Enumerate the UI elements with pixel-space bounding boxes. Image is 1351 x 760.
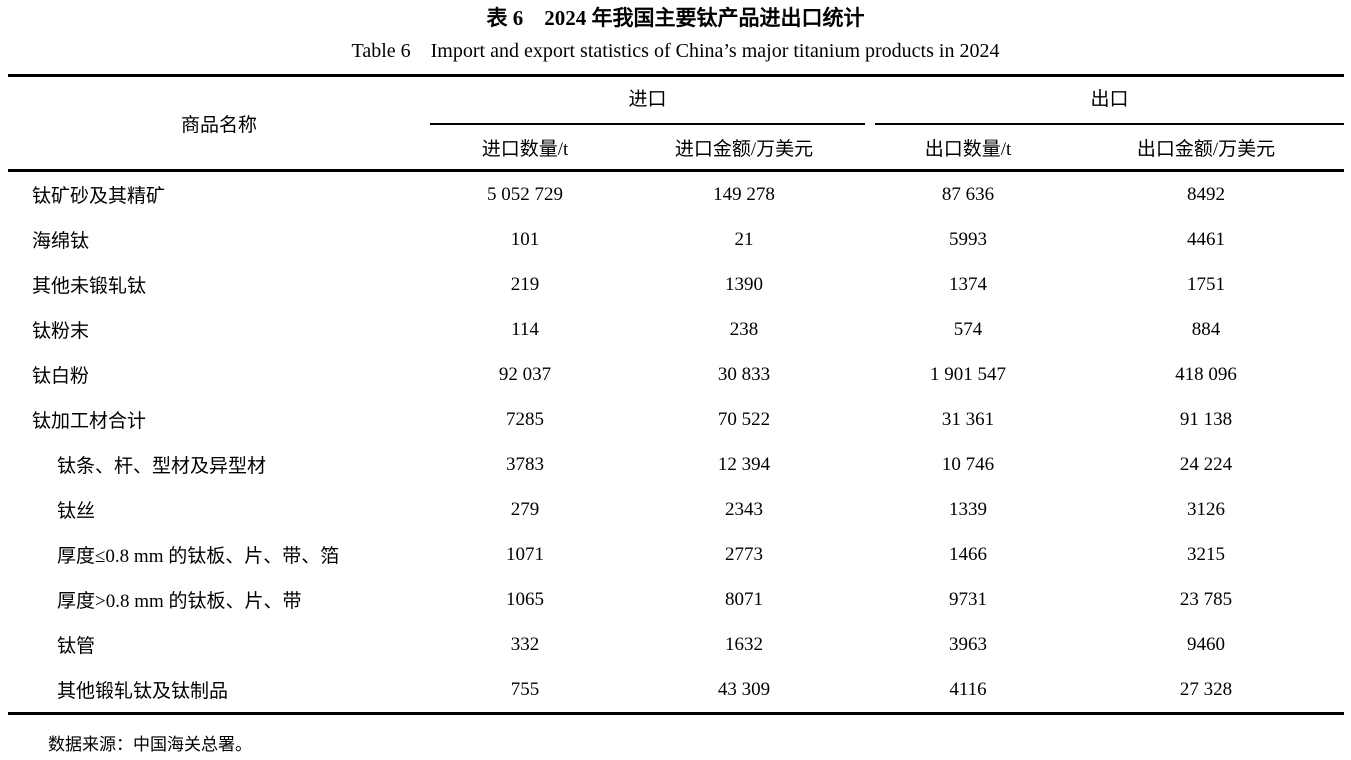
import-value-cell: 1632 [725, 633, 763, 655]
table-row-sub-item: 钛丝 279 2343 1339 3126 [8, 487, 1344, 532]
column-header-import-quantity: 进口数量/t [430, 125, 620, 173]
data-source-note: 数据来源：中国海关总署。 [48, 735, 252, 755]
import-value-cell: 21 [734, 228, 754, 250]
column-group-export-label: 出口 [875, 77, 1345, 126]
import-value-cell: 70 522 [717, 408, 771, 430]
export-qty-cell: 1339 [949, 498, 988, 520]
export-value-cell: 884 [1191, 318, 1221, 340]
export-qty-cell: 87 636 [941, 183, 995, 205]
import-value-cell: 30 833 [717, 363, 771, 385]
product-name-cell: 钛丝 [57, 501, 96, 523]
import-qty-cell: 3783 [506, 453, 544, 475]
import-value-cell: 43 309 [717, 678, 771, 700]
export-value-cell: 418 096 [1175, 363, 1237, 385]
table-row: 其他未锻轧钛 219 1390 1374 1751 [8, 262, 1344, 307]
product-name-cell: 钛管 [57, 636, 96, 658]
export-value-cell: 24 224 [1179, 453, 1233, 475]
header-group-row: 商品名称 进口 出口 [8, 75, 1345, 173]
export-qty-cell: 574 [953, 318, 983, 340]
product-name-cell: 钛加工材合计 [32, 411, 147, 433]
product-name-cell: 钛矿砂及其精矿 [32, 186, 166, 208]
import-qty-cell: 5 052 729 [487, 183, 563, 205]
product-name-cell: 厚度>0.8 mm 的钛板、片、带 [57, 591, 302, 613]
table-row-sub-item: 厚度>0.8 mm 的钛板、片、带 1065 8071 9731 23 785 [8, 577, 1344, 622]
import-value-cell: 1390 [725, 273, 763, 295]
table-row: 钛加工材合计 7285 70 522 31 361 91 138 [8, 397, 1344, 442]
column-group-import: 进口 [430, 76, 868, 126]
export-value-cell: 3215 [1187, 543, 1226, 565]
export-value-cell: 91 138 [1179, 408, 1233, 430]
product-name-cell: 其他未锻轧钛 [32, 276, 147, 298]
import-qty-cell: 7285 [506, 408, 544, 430]
table-title-zh: 表 6 2024 年我国主要钛产品进出口统计 [486, 6, 865, 30]
product-name-cell: 厚度≤0.8 mm 的钛板、片、带、箔 [57, 546, 340, 568]
table-row: 海绵钛 101 21 5993 4461 [8, 217, 1344, 262]
table-row-sub-item: 厚度≤0.8 mm 的钛板、片、带、箔 1071 2773 1466 3215 [8, 532, 1344, 577]
export-qty-cell: 9731 [949, 588, 988, 610]
export-qty-cell: 1 901 547 [930, 363, 1007, 385]
product-name-cell: 钛条、杆、型材及异型材 [57, 456, 267, 478]
export-qty-cell: 3963 [949, 633, 988, 655]
import-qty-cell: 1065 [506, 588, 544, 610]
export-qty-cell: 31 361 [941, 408, 995, 430]
import-qty-cell: 219 [510, 273, 540, 295]
product-name-cell: 钛白粉 [32, 366, 90, 388]
table-row: 钛矿砂及其精矿 5 052 729 149 278 87 636 8492 [8, 171, 1344, 218]
export-value-cell: 8492 [1187, 183, 1226, 205]
import-qty-cell: 114 [511, 318, 539, 340]
table-row: 钛粉末 114 238 574 884 [8, 307, 1344, 352]
export-value-cell: 3126 [1187, 498, 1226, 520]
import-value-cell: 149 278 [713, 183, 775, 205]
table-row-sub-item: 其他锻轧钛及钛制品 755 43 309 4116 27 328 [8, 667, 1344, 714]
table-row-sub-item: 钛条、杆、型材及异型材 3783 12 394 10 746 24 224 [8, 442, 1344, 487]
column-header-export-value: 出口金额/万美元 [1068, 125, 1345, 173]
column-header-product-name: 商品名称 [8, 75, 430, 173]
import-value-cell: 2773 [725, 543, 763, 565]
import-value-cell: 2343 [725, 498, 763, 520]
export-qty-cell: 10 746 [941, 453, 995, 475]
table-row-sub-item: 钛管 332 1632 3963 9460 [8, 622, 1344, 667]
product-name-cell: 海绵钛 [32, 231, 90, 253]
column-header-import-value: 进口金额/万美元 [620, 125, 869, 173]
header-sub-row: 进口数量/t 进口金额/万美元 出口数量/t 出口金额/万美元 [8, 125, 1345, 173]
export-qty-cell: 5993 [949, 228, 988, 250]
import-value-cell: 238 [729, 318, 759, 340]
export-value-cell: 23 785 [1179, 588, 1233, 610]
import-value-cell: 12 394 [717, 453, 771, 475]
import-qty-cell: 279 [510, 498, 540, 520]
import-export-statistics-table: 商品名称 进口 出口 进口数量/t 进口金额/万美元 出口数量/t 出口金额/万… [8, 74, 1345, 716]
table-title-en: Table 6 Import and export statistics of … [351, 40, 1000, 63]
import-qty-cell: 332 [510, 633, 540, 655]
column-header-export-quantity: 出口数量/t [868, 125, 1069, 173]
product-name-cell: 钛粉末 [32, 321, 90, 343]
import-value-cell: 8071 [725, 588, 763, 610]
product-name-cell: 其他锻轧钛及钛制品 [57, 681, 229, 703]
export-qty-cell: 1466 [949, 543, 988, 565]
import-qty-cell: 101 [510, 228, 540, 250]
export-value-cell: 4461 [1187, 228, 1226, 250]
table-caption: 表 6 2024 年我国主要钛产品进出口统计 Table 6 Import an… [0, 0, 1351, 63]
export-value-cell: 1751 [1187, 273, 1226, 295]
export-qty-cell: 4116 [949, 678, 987, 700]
export-value-cell: 9460 [1187, 633, 1226, 655]
export-value-cell: 27 328 [1179, 678, 1233, 700]
export-qty-cell: 1374 [949, 273, 988, 295]
column-group-import-label: 进口 [430, 77, 866, 126]
import-qty-cell: 92 037 [498, 363, 552, 385]
import-qty-cell: 755 [510, 678, 540, 700]
table-row: 钛白粉 92 037 30 833 1 901 547 418 096 [8, 352, 1344, 397]
import-qty-cell: 1071 [506, 543, 544, 565]
column-group-export: 出口 [868, 76, 1345, 126]
